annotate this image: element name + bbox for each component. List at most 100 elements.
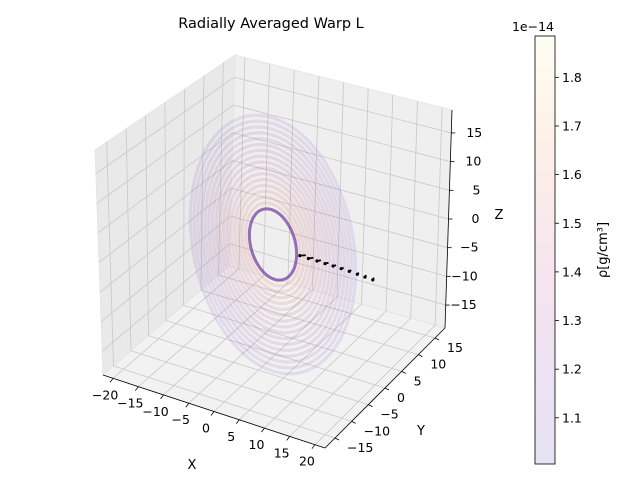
disk-ring (236, 189, 310, 300)
z-grid-back (231, 187, 448, 249)
colorbar-tick-label: 1.4 (562, 264, 582, 279)
y-grid-floor (165, 320, 386, 389)
colorbar-tick-label: 1.7 (562, 118, 582, 133)
y-tick-label: 15 (447, 340, 463, 355)
x-tick-mark (134, 386, 139, 391)
disk-ring (240, 195, 306, 294)
angular-momentum-arrowhead (347, 269, 351, 273)
x-tick-mark (235, 419, 240, 425)
y-tick-mark (434, 337, 440, 341)
z-grid-side (101, 243, 230, 352)
z-grid-side (97, 132, 234, 234)
y-tick-mark (368, 404, 373, 408)
z-grid-back (230, 215, 447, 277)
x-tick-mark (261, 427, 265, 433)
disk-ring (188, 113, 358, 376)
y-grid-floor (113, 365, 336, 439)
z-tick-label: 15 (466, 125, 482, 140)
angular-momentum-arrowhead (355, 272, 359, 276)
x-tick-label: −10 (142, 404, 168, 419)
z-tick-label: −5 (460, 240, 478, 255)
z-grid-back (231, 160, 449, 220)
disk-ring (214, 154, 332, 335)
colorbar: 1.1 1.2 1.3 1.4 1.5 1.6 1.7 1.8 1e−14 ρ[g/cm³] (512, 19, 611, 465)
y-grid-floor (148, 335, 369, 406)
x-tick-mark (311, 444, 316, 449)
z-tick-labels: 15 10 5 0 −5 −10 −15 (445, 125, 482, 312)
colorbar-tick-label: 1.6 (562, 167, 582, 182)
axes-3d (94, 54, 453, 449)
x-tick-label: −5 (172, 412, 190, 427)
z-grid-side (95, 76, 235, 175)
angular-momentum-vectors (298, 254, 375, 282)
z-tick-label: −10 (451, 268, 477, 283)
x-axis-label: X (188, 458, 197, 473)
colorbar-tick-label: 1.1 (562, 410, 582, 425)
z-tick-label: 5 (472, 182, 480, 197)
disk-density-scatter (188, 113, 358, 376)
angular-momentum-arrowhead (371, 278, 375, 282)
z-grid-side (98, 160, 233, 263)
z-grid-back (232, 132, 450, 191)
y-tick-mark (351, 420, 356, 424)
x-tick-mark (109, 378, 114, 383)
y-tick-label: 0 (397, 390, 405, 405)
y-tick-label: 5 (414, 373, 422, 388)
y-grid-floor (130, 350, 352, 422)
z-grid-back (229, 243, 446, 306)
x-tick-label: 15 (274, 445, 290, 460)
colorbar-tick-label: 1.3 (562, 313, 582, 328)
disk-ring (199, 131, 347, 358)
y-tick-label: −10 (364, 423, 390, 438)
colorbar-label: ρ[g/cm³] (596, 222, 611, 278)
z-grid-side (100, 215, 231, 323)
x-tick-label: −20 (92, 387, 118, 402)
disk-ring (207, 142, 339, 347)
x-tick-label: −15 (117, 396, 143, 411)
z-tick-label: 10 (465, 154, 481, 169)
y-tick-label: −5 (380, 407, 398, 422)
disk-ring (229, 178, 317, 311)
colorbar-tick-label: 1.5 (562, 216, 582, 231)
y-grid-floor (218, 274, 436, 339)
colorbar-ticks: 1.1 1.2 1.3 1.4 1.5 1.6 1.7 1.8 (555, 70, 582, 425)
disk-ring (222, 166, 324, 323)
y-axis-label: Y (416, 424, 425, 439)
z-tick-label: −15 (450, 297, 476, 312)
angular-momentum-arrowhead (315, 259, 319, 263)
y-tick-mark (334, 437, 340, 441)
angular-momentum-arrowhead (363, 275, 367, 279)
x-tick-label: 5 (227, 429, 235, 444)
z-grid-side (96, 104, 234, 204)
y-tick-mark (384, 387, 390, 391)
disk-ring (203, 137, 343, 352)
z-grid-back (234, 76, 452, 134)
x-tick-label: 0 (202, 421, 210, 436)
colorbar-tick-label: 1.8 (562, 70, 582, 85)
disk-ring (244, 201, 302, 288)
x-tick-mark (210, 411, 215, 416)
y-tick-mark (418, 354, 423, 358)
angular-momentum-arrowhead (331, 264, 335, 268)
x-tick-mark (286, 436, 291, 441)
disk-ring (218, 160, 328, 329)
x-tick-label: 20 (299, 454, 315, 469)
z-grid-back (233, 104, 451, 163)
grid-lines (95, 57, 452, 445)
y-grid-floor (183, 304, 402, 372)
angular-momentum-arrowhead (323, 262, 327, 266)
disk-ring (192, 119, 354, 370)
angular-momentum-arrowhead (306, 256, 311, 261)
y-tick-label: −15 (347, 440, 373, 455)
x-tick-mark (185, 402, 190, 408)
y-grid-floor (200, 289, 419, 356)
colorbar-gradient (534, 35, 556, 465)
z-grid-side (99, 187, 232, 293)
disk-inner-rim (247, 207, 299, 282)
angular-momentum-arrowhead (298, 254, 302, 258)
y-tick-mark (401, 370, 406, 374)
x-tick-labels: −20−15−10 −5 0 5 10 15 20 (92, 378, 316, 469)
angular-momentum-arrowhead (339, 267, 343, 271)
